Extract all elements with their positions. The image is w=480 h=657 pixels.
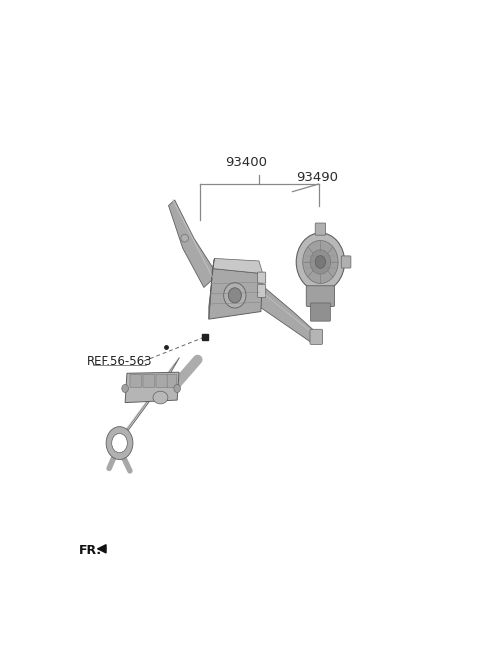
- Ellipse shape: [181, 235, 188, 242]
- FancyBboxPatch shape: [341, 256, 351, 268]
- Text: 93400: 93400: [225, 156, 267, 169]
- Text: 93490: 93490: [296, 171, 338, 184]
- Text: FR.: FR.: [79, 544, 102, 557]
- Ellipse shape: [296, 233, 345, 291]
- FancyBboxPatch shape: [130, 374, 142, 388]
- Ellipse shape: [174, 384, 180, 392]
- Ellipse shape: [228, 288, 241, 303]
- FancyBboxPatch shape: [311, 303, 330, 321]
- FancyBboxPatch shape: [315, 223, 325, 235]
- Ellipse shape: [106, 426, 133, 459]
- Ellipse shape: [122, 384, 129, 392]
- FancyBboxPatch shape: [143, 374, 155, 388]
- Ellipse shape: [303, 240, 338, 283]
- Ellipse shape: [153, 391, 168, 404]
- Polygon shape: [119, 357, 180, 443]
- Polygon shape: [125, 373, 179, 403]
- Ellipse shape: [310, 250, 331, 274]
- Polygon shape: [209, 258, 215, 319]
- Ellipse shape: [315, 256, 325, 268]
- Ellipse shape: [224, 283, 246, 308]
- Ellipse shape: [112, 434, 127, 453]
- FancyBboxPatch shape: [306, 286, 335, 306]
- FancyBboxPatch shape: [310, 329, 323, 344]
- FancyBboxPatch shape: [258, 284, 266, 298]
- Text: REF.56-563: REF.56-563: [87, 355, 152, 368]
- FancyBboxPatch shape: [167, 374, 177, 388]
- Polygon shape: [209, 269, 263, 319]
- FancyBboxPatch shape: [156, 374, 168, 388]
- Polygon shape: [257, 288, 315, 342]
- Polygon shape: [213, 258, 263, 273]
- FancyBboxPatch shape: [258, 272, 266, 283]
- Polygon shape: [168, 200, 217, 288]
